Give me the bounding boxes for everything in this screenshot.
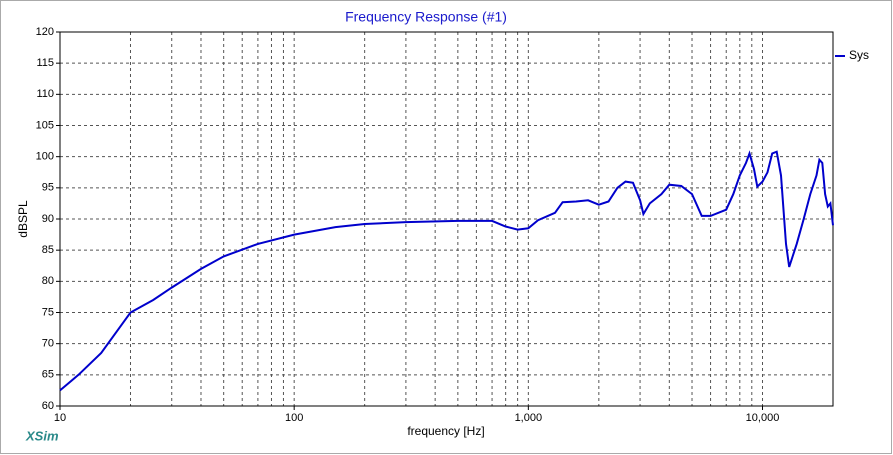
brand-logo: XSim [25, 428, 59, 443]
y-tick-label: 110 [36, 88, 54, 100]
y-tick-label: 80 [42, 275, 54, 287]
y-tick-label: 115 [36, 57, 54, 69]
x-tick-label: 10 [54, 412, 66, 424]
y-tick-label: 105 [36, 119, 54, 131]
chart-title: Frequency Response (#1) [345, 9, 507, 25]
y-tick-label: 120 [36, 26, 54, 38]
y-tick-label: 70 [42, 338, 54, 350]
y-tick-label: 95 [42, 182, 54, 194]
y-tick-label: 75 [42, 306, 54, 318]
x-tick-label: 100 [285, 412, 303, 424]
series-line [59, 150, 834, 392]
y-axis-label: dBSPL [16, 200, 30, 238]
y-tick-label: 85 [42, 244, 54, 256]
y-tick-label: 60 [42, 400, 54, 412]
y-tick-label: 100 [36, 151, 54, 163]
x-tick-label: 1,000 [515, 412, 543, 424]
legend-label: Sys [849, 48, 869, 62]
x-tick-label: 10,000 [746, 412, 780, 424]
x-axis-label: frequency [Hz] [407, 424, 484, 438]
y-tick-label: 90 [42, 213, 54, 225]
y-tick-label: 65 [42, 369, 54, 381]
